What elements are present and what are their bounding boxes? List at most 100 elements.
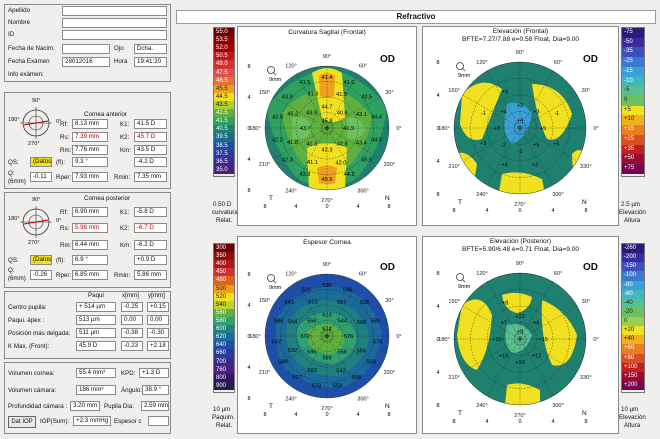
rper-label: Rper:: [56, 174, 72, 181]
exam-time-field[interactable]: 19:41:20: [134, 57, 167, 67]
scale-cell: +5: [622, 105, 644, 116]
angle-label: 150°: [448, 88, 460, 94]
y-tick: 8: [247, 396, 250, 402]
x-tick: 8: [263, 204, 266, 210]
qs-label: QS:: [8, 159, 19, 166]
map4-subtitle: BFTE=5.90/6.48 e=0.71 Float, Dia=9.00: [461, 246, 580, 253]
elevation-post-map[interactable]: 90° 120° 60° 150° 30° 180° 0° 210° 330° 240° 300° 2…: [422, 255, 619, 434]
k1-label: K1:: [120, 121, 130, 128]
scale-cell: 760: [214, 365, 234, 374]
grid-spoke: [295, 282, 359, 390]
scale-cell: -260: [622, 244, 644, 254]
anterior-rs: 7.39 mm: [72, 132, 108, 142]
id-field[interactable]: [62, 30, 167, 40]
x-tick: 8: [452, 208, 455, 214]
x-tick: 4: [294, 412, 297, 418]
pachymetry-map[interactable]: 90° 120° 60° 150° 30° 180° 0° 210° 330° 240° 300° 2…: [237, 248, 417, 434]
anterior-q: -0.11: [30, 172, 52, 182]
anterior-rmin: 7.35 mm: [134, 172, 167, 182]
map-value: 41.1: [307, 160, 318, 166]
nombre-field[interactable]: [62, 18, 167, 28]
angle-label: 30°: [385, 298, 393, 304]
scale-cell: -200: [622, 253, 644, 263]
scale-cell: -25: [622, 57, 644, 67]
zoom-icon: [456, 273, 464, 281]
map-value: 43.7: [300, 126, 311, 132]
zoom-label: 9mm: [458, 73, 471, 79]
zoom-icon: [267, 274, 275, 282]
map-value: 44.9: [371, 137, 382, 143]
label-ojo: Ojo: [114, 45, 124, 52]
elevation-front-map[interactable]: 90° 120° 60° 150° 30° 180° 0° 210° 330° 240° 300° 2…: [422, 44, 619, 226]
posterior-k2: -6.7 D: [134, 223, 167, 233]
scale-cell: +10: [622, 115, 644, 126]
scale-cell: 39.5: [214, 133, 234, 142]
posterior-rper: 6.85 mm: [72, 270, 108, 280]
k2-label: K2:: [120, 134, 130, 141]
map-value: -2: [501, 142, 506, 148]
dat-iop-button[interactable]: Dat IOP: [8, 416, 36, 428]
angle-label: 90°: [323, 262, 331, 268]
map-value: 44.4: [371, 115, 382, 121]
fecha-nac-field[interactable]: [62, 44, 110, 54]
map-zone: [502, 292, 532, 313]
map-value: 41.4: [322, 75, 333, 81]
map-value: +3: [533, 110, 539, 116]
y-tick: 4: [247, 157, 250, 163]
posterior-rm: 6.44 mm: [72, 240, 108, 250]
map-value: +8: [502, 300, 508, 306]
angle-label: 210°: [448, 164, 460, 170]
angle-label: 330°: [580, 164, 592, 170]
scale-cell: +80: [622, 353, 644, 363]
vol-cornea: 55.4 mm³: [76, 368, 116, 378]
zoom-icon-handle: [273, 72, 277, 76]
map-value: 43.4: [356, 141, 367, 147]
eye-field[interactable]: Dcha.: [134, 44, 167, 54]
map-value: 41.5: [299, 80, 310, 86]
apellido-field[interactable]: [62, 6, 167, 16]
qs-datos-button[interactable]: (Datos): [30, 157, 52, 167]
angle-label: 150°: [259, 298, 271, 304]
anterior-axis-icon: [20, 107, 52, 139]
angle-label: 240°: [285, 188, 297, 194]
x-tick: 8: [263, 412, 266, 418]
y-tick: 8: [436, 192, 439, 198]
map-value: 578: [373, 339, 382, 345]
curvature-map[interactable]: 90° 120° 60° 150° 30° 180° 0° 210° 330° 240° 300° 2…: [237, 38, 417, 226]
scale-cell: +60: [622, 344, 644, 354]
scale-cell: 350: [214, 252, 234, 261]
y-tick: 8: [247, 64, 250, 70]
map-value: +3: [494, 126, 500, 132]
map1-title: Curvatura Sagital (Frontal): [288, 29, 366, 36]
anterior-km: 43.5 D: [134, 145, 167, 155]
x-tick: 8: [387, 204, 390, 210]
y-tick: 8: [247, 272, 250, 278]
grid-spoke: [462, 94, 578, 162]
anterior-cornea-panel: [4, 92, 171, 189]
map-value: 43.8: [299, 172, 310, 178]
anterior-rm: 7.76 mm: [72, 145, 108, 155]
map-value: +3: [517, 103, 523, 109]
scale-cell: +20: [622, 326, 644, 336]
y-tick: 8: [436, 271, 439, 277]
exam-date-field[interactable]: 28012016: [62, 57, 110, 67]
scale-cell: 36.5: [214, 157, 234, 166]
map-value: 553: [333, 384, 342, 390]
grid-spoke: [273, 304, 381, 368]
x-tick: 0: [325, 204, 328, 210]
pupil-marker: [513, 332, 527, 346]
scale-cell: -5: [622, 86, 644, 97]
y-tick: 8: [436, 60, 439, 66]
label-hora: Hora: [114, 58, 128, 65]
map-value: 42.2: [272, 137, 283, 143]
posterior-datos-button[interactable]: (Datos): [30, 255, 52, 265]
y-tick: 0: [436, 126, 439, 132]
col-y: y[mm]: [148, 292, 165, 299]
x-tick: 0: [518, 419, 521, 425]
vol-camara: 186 mm³: [76, 385, 116, 395]
angle-label: 150°: [259, 90, 271, 96]
y-tick: 4: [247, 365, 250, 371]
scale-cell: +100: [622, 362, 644, 372]
angle-label: 330°: [384, 162, 396, 168]
scale-cell: 300: [214, 244, 234, 253]
